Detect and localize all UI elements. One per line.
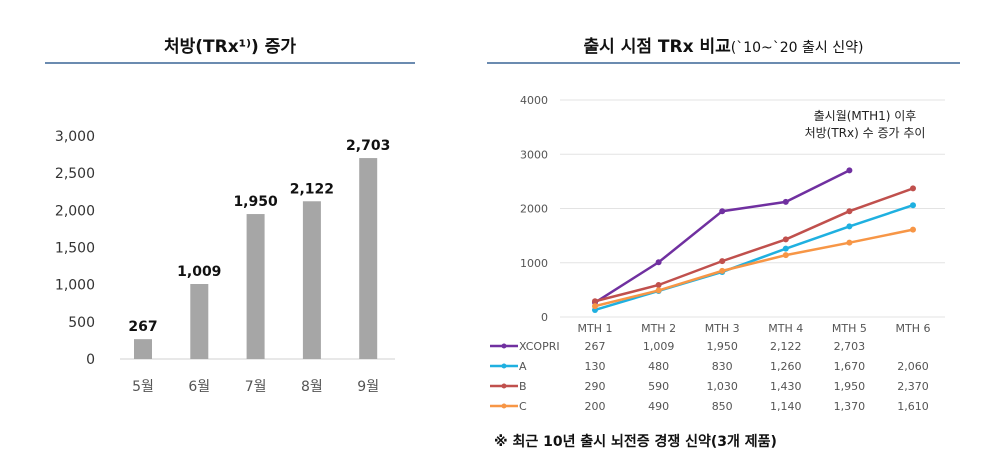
annotation: 출시월(MTH1) 이후	[814, 109, 917, 123]
x-tick-label: 6월	[188, 379, 210, 395]
bar	[134, 339, 152, 359]
right-title-rule	[487, 62, 960, 64]
table-cell: 1,370	[834, 400, 866, 413]
data-label: 2,122	[290, 181, 334, 197]
data-point	[846, 223, 853, 230]
table-cell: 1,009	[643, 340, 675, 353]
left-title-rule	[45, 62, 415, 64]
table-cell: 1,950	[706, 340, 738, 353]
bar	[246, 214, 265, 359]
data-point	[846, 208, 853, 215]
y-tick-label: 1000	[520, 257, 548, 270]
table-cell: 2,060	[897, 360, 929, 373]
data-point	[655, 287, 662, 294]
legend-marker	[501, 363, 507, 369]
x-tick-label: MTH 5	[832, 322, 867, 335]
y-tick-label: 3,000	[55, 129, 95, 145]
table-cell: 1,260	[770, 360, 802, 373]
legend-label: B	[519, 380, 527, 393]
y-tick-label: 500	[68, 315, 95, 331]
footnote: ※ 최근 10년 출시 뇌전증 경쟁 신약(3개 제품)	[494, 434, 777, 450]
x-tick-label: MTH 1	[578, 322, 613, 335]
data-label: 267	[128, 319, 157, 335]
legend-label: C	[519, 400, 527, 413]
data-point	[655, 281, 662, 288]
data-point	[782, 236, 789, 243]
right-chart-title: 출시 시점 TRx 비교(`10~`20 출시 신약)	[487, 32, 960, 57]
table-cell: 850	[712, 400, 733, 413]
data-point	[782, 198, 789, 205]
table-cell: 490	[648, 400, 669, 413]
table-cell: 2,122	[770, 340, 802, 353]
table-cell: 290	[585, 380, 606, 393]
x-tick-label: 9월	[357, 379, 379, 395]
annotation: 처방(TRx) 수 증가 추이	[805, 126, 926, 140]
data-point	[910, 202, 916, 209]
right-title-main: 출시 시점 TRx 비교	[583, 37, 731, 57]
data-point	[592, 303, 598, 310]
x-tick-label: MTH 3	[705, 322, 740, 335]
series-line-B	[594, 187, 914, 303]
left-chart-title: 처방(TRx¹⁾) 증가	[163, 37, 296, 57]
data-point	[846, 167, 853, 174]
data-label: 2,703	[346, 138, 390, 154]
data-point	[719, 258, 726, 265]
legend-marker	[501, 383, 507, 389]
table-cell: 1,430	[770, 380, 802, 393]
table-cell: 2,703	[834, 340, 866, 353]
data-point	[846, 239, 853, 246]
y-tick-label: 0	[541, 311, 548, 324]
legend-label: XCOPRI	[519, 340, 560, 353]
data-point	[719, 267, 726, 274]
y-tick-label: 1,000	[55, 278, 95, 294]
x-tick-label: MTH 4	[768, 322, 803, 335]
y-tick-label: 4000	[520, 94, 548, 107]
table-cell: 1,950	[834, 380, 866, 393]
table-cell: 200	[585, 400, 606, 413]
x-tick-label: 5월	[132, 379, 154, 395]
table-cell: 2,370	[897, 380, 929, 393]
data-label: 1,950	[233, 194, 278, 210]
table-cell: 1,610	[897, 400, 929, 413]
y-tick-label: 2,500	[55, 166, 95, 182]
legend-marker	[501, 343, 507, 349]
data-point	[655, 259, 662, 266]
legend-marker	[501, 403, 507, 409]
series-line-C	[594, 228, 914, 308]
x-tick-label: 7월	[245, 379, 267, 395]
data-point	[719, 208, 726, 215]
table-cell: 1,030	[706, 380, 738, 393]
bar	[302, 201, 321, 359]
data-point	[910, 226, 916, 233]
x-tick-label: 8월	[301, 379, 323, 395]
table-cell: 267	[585, 340, 606, 353]
right-title-sub: (`10~`20 출시 신약)	[730, 40, 864, 56]
series-line-XCOPRI	[594, 169, 850, 304]
table-cell: 130	[585, 360, 606, 373]
table-cell: 480	[648, 360, 669, 373]
legend-label: A	[519, 360, 527, 373]
y-tick-label: 2,000	[55, 203, 95, 219]
data-point	[782, 252, 789, 259]
data-point	[782, 245, 789, 252]
y-tick-label: 0	[86, 352, 95, 368]
table-cell: 590	[648, 380, 669, 393]
y-tick-label: 3000	[520, 148, 548, 161]
x-tick-label: MTH 2	[641, 322, 676, 335]
bar	[359, 158, 378, 359]
y-tick-label: 1,500	[55, 241, 95, 257]
table-cell: 1,670	[834, 360, 866, 373]
data-point	[910, 185, 916, 192]
y-tick-label: 2000	[520, 203, 548, 216]
data-label: 1,009	[177, 264, 221, 280]
x-tick-label: MTH 6	[896, 322, 931, 335]
data-point	[592, 298, 598, 305]
table-cell: 1,140	[770, 400, 802, 413]
table-cell: 830	[712, 360, 733, 373]
bar	[190, 283, 209, 359]
